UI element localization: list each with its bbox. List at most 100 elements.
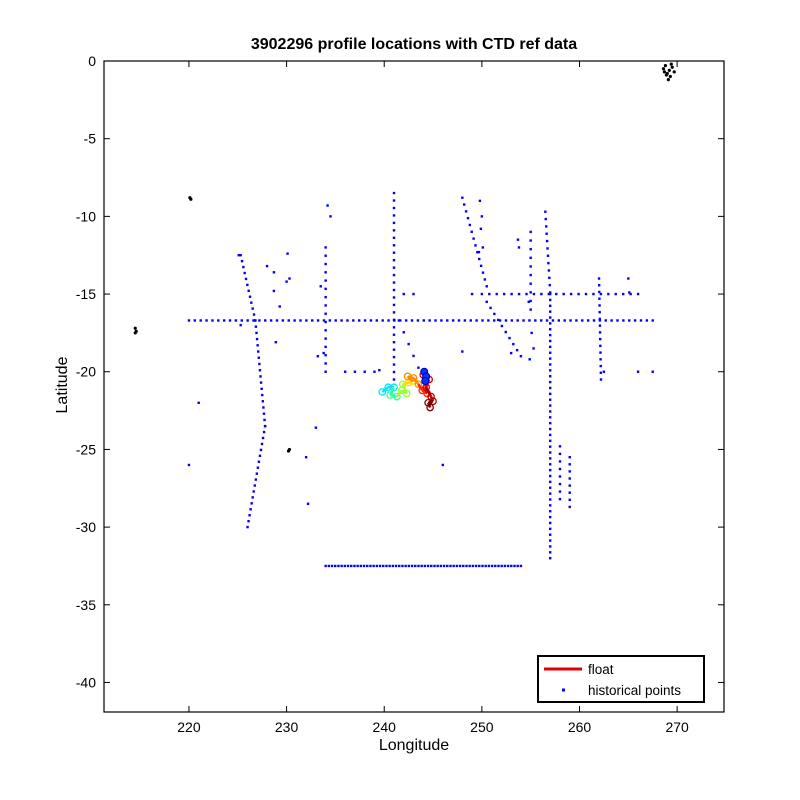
historical-point [549, 556, 552, 560]
historical-point [392, 273, 396, 277]
historical-point [516, 238, 520, 241]
historical-point [262, 406, 265, 409]
historical-point [205, 319, 208, 322]
historical-point [228, 319, 232, 322]
historical-point [496, 318, 500, 322]
historical-point [369, 564, 372, 568]
historical-point [544, 217, 547, 221]
legend-box [537, 655, 705, 703]
historical-point [255, 472, 259, 475]
historical-point [558, 445, 562, 448]
historical-point [598, 324, 602, 327]
historical-point [545, 239, 549, 243]
historical-point [404, 564, 407, 568]
historical-point [305, 319, 308, 322]
historical-point [324, 271, 327, 274]
historical-point [597, 277, 601, 280]
historical-point [516, 319, 519, 322]
historical-point [562, 292, 565, 296]
historical-point [259, 448, 263, 452]
historical-point [261, 400, 265, 403]
historical-point [402, 331, 405, 334]
historical-point [549, 316, 552, 319]
historical-point [362, 564, 366, 568]
historical-point [249, 508, 252, 511]
historical-point [494, 564, 497, 568]
historical-point [346, 319, 349, 322]
historical-point [568, 477, 571, 480]
historical-point [598, 304, 601, 307]
historical-point [549, 521, 552, 525]
y-tick-label: -10 [76, 208, 96, 224]
x-tick-label: 230 [275, 719, 299, 735]
historical-point [470, 292, 474, 296]
historical-point [651, 370, 654, 373]
historical-point [319, 285, 322, 288]
historical-point [548, 276, 551, 280]
historical-point [547, 269, 551, 272]
historical-point [599, 371, 603, 374]
historical-point [251, 307, 254, 310]
historical-point [516, 564, 519, 568]
historical-point [529, 265, 532, 268]
historical-point [251, 496, 254, 499]
historical-point [316, 319, 320, 322]
historical-point [525, 292, 528, 296]
historical-point [417, 564, 420, 568]
float-track-layer [378, 367, 437, 412]
historical-point [568, 498, 571, 502]
x-tick-label: 220 [177, 719, 201, 735]
historical-point [359, 564, 363, 568]
historical-point [257, 356, 260, 359]
historical-point [549, 515, 552, 519]
historical-point [239, 254, 242, 257]
historical-point [528, 319, 531, 322]
x-tick-label: 250 [470, 719, 494, 735]
historical-point [458, 564, 462, 568]
historical-point [392, 258, 396, 262]
historical-point [527, 300, 530, 304]
historical-point [547, 292, 551, 296]
historical-point [503, 564, 507, 568]
historical-point [392, 296, 396, 299]
historical-point [599, 292, 603, 296]
historical-point [392, 206, 396, 210]
historical-point [388, 564, 391, 568]
y-tick-label: -40 [76, 674, 96, 690]
historical-point [346, 564, 350, 568]
historical-point [242, 265, 245, 269]
x-axis-label: Longitude [378, 737, 450, 754]
historical-point [239, 323, 242, 327]
historical-point [287, 319, 290, 322]
historical-point [549, 416, 552, 419]
historical-point [568, 463, 571, 466]
historical-point [246, 319, 249, 322]
historical-point [532, 292, 536, 296]
historical-point [497, 564, 500, 568]
historical-point [392, 191, 396, 195]
historical-point [510, 319, 514, 322]
historical-point [599, 378, 603, 381]
historical-point [508, 336, 511, 340]
historical-point [549, 351, 552, 354]
legend: float historical points [537, 655, 705, 703]
historical-point [392, 348, 396, 351]
historical-point [392, 214, 396, 217]
historical-point [563, 319, 566, 322]
historical-point [430, 564, 433, 568]
historical-point [324, 262, 327, 266]
historical-point [546, 254, 550, 257]
historical-point [549, 386, 552, 390]
historical-point [549, 339, 552, 343]
historical-point [369, 319, 373, 322]
historical-point [529, 239, 532, 242]
historical-point [324, 353, 327, 357]
historical-point [629, 292, 632, 296]
historical-point [240, 259, 244, 263]
historical-point [488, 292, 491, 296]
historical-point [549, 527, 552, 531]
historical-point [252, 490, 255, 493]
coastline-point [670, 65, 674, 69]
historical-point [263, 418, 266, 422]
historical-point [549, 291, 552, 294]
